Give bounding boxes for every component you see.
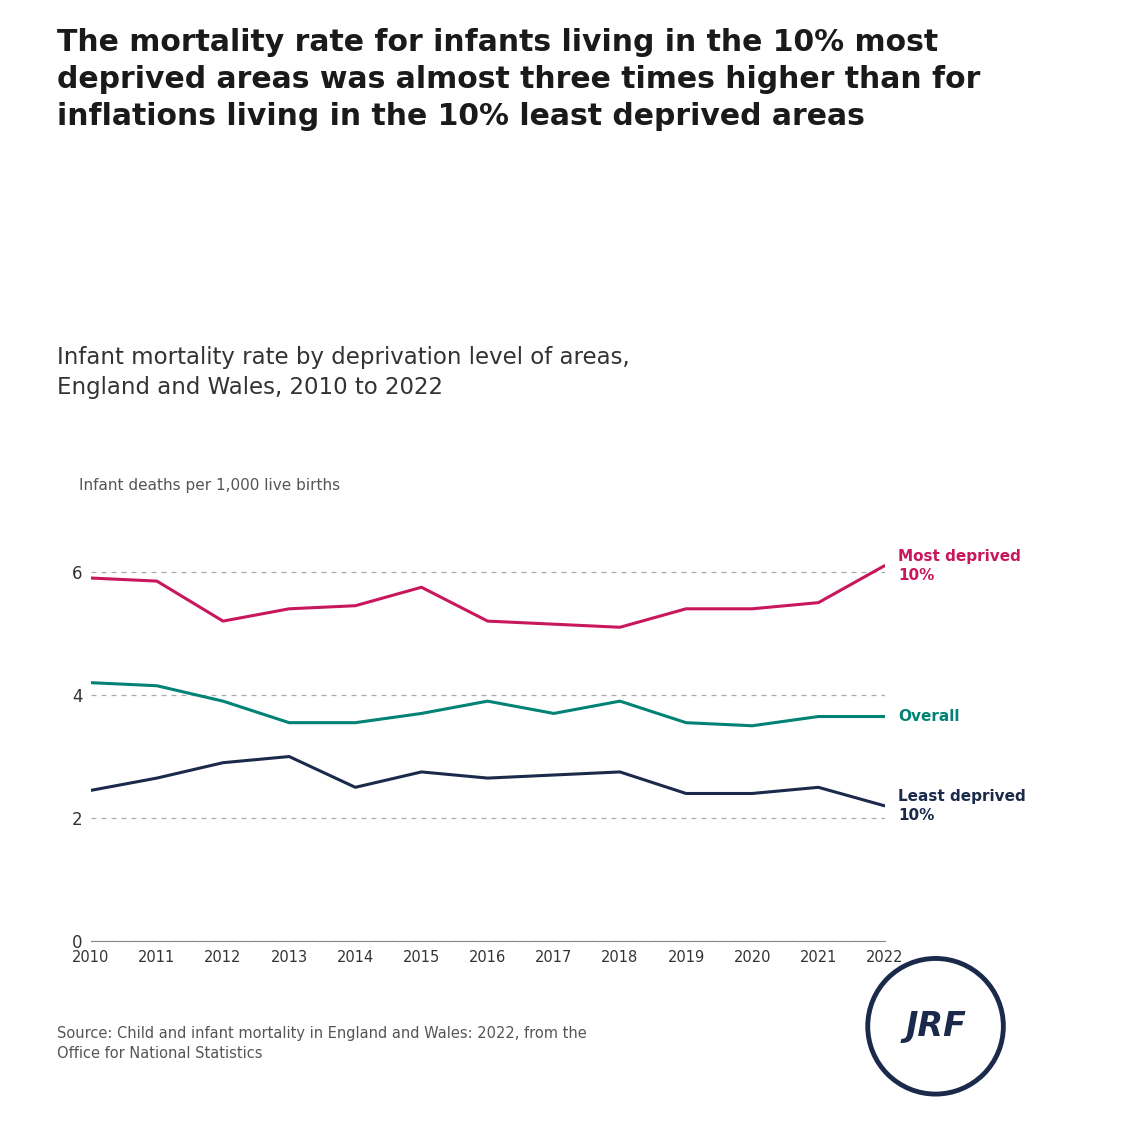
Text: Source: Child and infant mortality in England and Wales: 2022, from the
Office f: Source: Child and infant mortality in En…	[57, 1026, 586, 1061]
Text: Least deprived
10%: Least deprived 10%	[898, 789, 1026, 822]
Text: Most deprived
10%: Most deprived 10%	[898, 549, 1021, 583]
Text: Overall: Overall	[898, 709, 959, 723]
Text: Infant deaths per 1,000 live births: Infant deaths per 1,000 live births	[79, 479, 340, 493]
Text: The mortality rate for infants living in the 10% most
deprived areas was almost : The mortality rate for infants living in…	[57, 28, 980, 132]
Text: JRF: JRF	[905, 1009, 966, 1043]
Text: Infant mortality rate by deprivation level of areas,
England and Wales, 2010 to : Infant mortality rate by deprivation lev…	[57, 346, 629, 399]
